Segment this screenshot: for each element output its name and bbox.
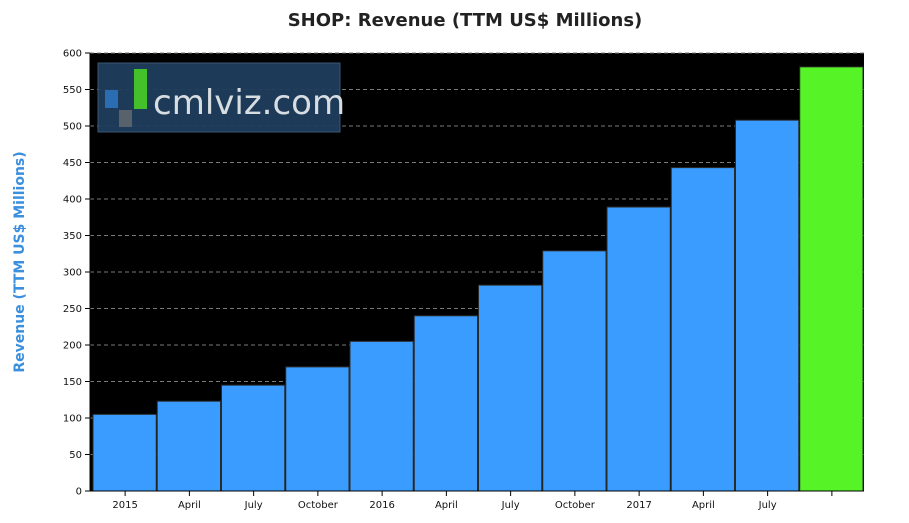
y-tick-label: 300 (63, 268, 82, 279)
bar (606, 206, 671, 492)
y-tick-label: 550 (63, 85, 82, 96)
bar (799, 66, 864, 492)
x-tick-label: April (435, 500, 458, 511)
x-tick-label: July (501, 500, 520, 511)
x-tick-label: April (692, 500, 715, 511)
x-tick-label: October (298, 500, 339, 511)
x-tick-label: 2017 (626, 500, 651, 511)
x-tick-label: 2015 (112, 500, 137, 511)
bar (156, 400, 221, 492)
x-tick-label: July (758, 500, 777, 511)
bar (413, 315, 478, 492)
y-tick-label: 350 (63, 231, 82, 242)
y-tick-label: 50 (69, 450, 82, 461)
x-tick-label: April (178, 500, 201, 511)
y-tick-label: 250 (63, 304, 82, 315)
y-tick-label: 0 (76, 487, 82, 498)
watermark-logo: cmlviz.com (97, 62, 345, 133)
logo-blue-square (105, 90, 118, 108)
chart-title: SHOP: Revenue (TTM US$ Millions) (287, 10, 643, 31)
x-axis: 2015 April July October 2016 April July October… (90, 490, 864, 511)
y-tick-label: 200 (63, 341, 82, 352)
bar (221, 384, 286, 492)
x-tick-label: October (555, 500, 596, 511)
bar (735, 119, 800, 492)
y-tick-label: 100 (63, 414, 82, 425)
bar (349, 340, 414, 492)
bar (670, 167, 735, 492)
logo-gray-square (119, 110, 132, 127)
bar (542, 250, 607, 492)
bars (92, 66, 864, 492)
y-axis: 0 50 100 150 200 250 300 350 400 450 500 550 600 (63, 49, 91, 498)
watermark-text: cmlviz.com (153, 83, 345, 123)
logo-green-bar (134, 69, 147, 109)
y-tick-label: 150 (63, 377, 82, 388)
bar (285, 366, 350, 492)
bar (92, 413, 157, 492)
y-tick-label: 450 (63, 158, 82, 169)
x-tick-label: July (244, 500, 263, 511)
x-tick-label: 2016 (369, 500, 394, 511)
y-tick-label: 500 (63, 122, 82, 133)
y-tick-label: 600 (63, 49, 82, 60)
bar (478, 284, 543, 492)
y-tick-label: 400 (63, 195, 82, 206)
